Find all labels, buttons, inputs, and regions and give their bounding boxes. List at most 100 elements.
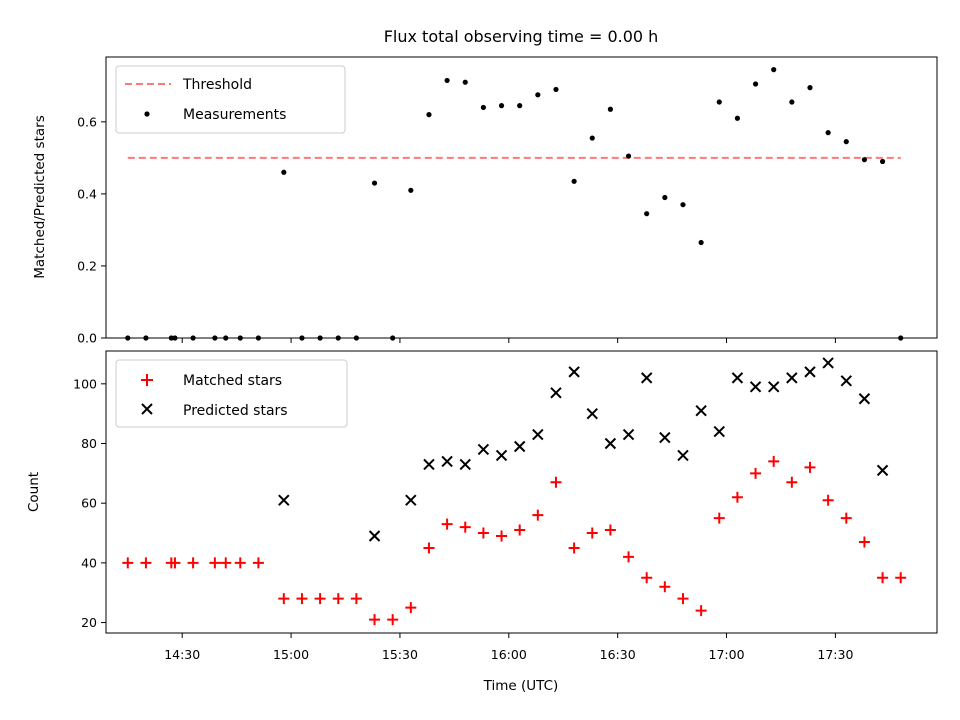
predicted-stars-point — [568, 366, 580, 378]
legend-matched-marker — [141, 374, 153, 386]
predicted-stars-point — [495, 449, 508, 462]
measurement-point — [807, 85, 813, 91]
matched-stars-point — [768, 455, 780, 467]
x-tick-label: 15:00 — [273, 647, 309, 662]
ratio-x-ticks — [181, 338, 836, 343]
matched-stars-point — [895, 572, 907, 584]
measurement-point — [680, 202, 686, 208]
count-y-tick-label: 40 — [81, 555, 97, 570]
ratio-y-axis: 0.0 0.2 0.4 0.6 — [77, 114, 106, 346]
measurement-point — [571, 178, 577, 184]
predicted-stars-point — [767, 381, 780, 393]
matched-stars-point — [405, 602, 417, 614]
ratio-y-tick-label: 0.6 — [77, 114, 97, 129]
matched-stars-point — [122, 557, 134, 569]
predicted-stars-point — [659, 431, 671, 444]
matched-stars-point — [496, 530, 508, 542]
measurement-point — [698, 239, 704, 246]
measurement-point — [825, 130, 831, 136]
matched-stars-point — [550, 476, 562, 488]
x-axis-label: Time (UTC) — [483, 678, 559, 694]
count-y-axis-label: Count — [26, 472, 42, 512]
measurement-point — [861, 157, 868, 163]
ratio-legend: Threshold Measurements — [115, 65, 346, 134]
legend-measurements-marker — [144, 111, 150, 117]
count-y-tick-label: 100 — [73, 376, 97, 391]
ratio-legend-box — [115, 65, 346, 134]
matched-stars-point — [713, 512, 725, 524]
legend-threshold-label: Threshold — [182, 77, 252, 93]
chart-title: Flux total observing time = 0.00 h — [384, 27, 659, 46]
legend-predicted-marker — [141, 403, 153, 415]
x-tick-label: 14:30 — [164, 647, 200, 662]
measurement-point — [462, 79, 468, 85]
matched-stars-point — [586, 527, 598, 539]
measurement-point — [734, 115, 741, 121]
matched-stars-point — [804, 461, 816, 473]
count-legend: Matched stars Predicted stars — [115, 359, 348, 428]
ratio-panel: 0.0 0.2 0.4 0.6 Matched/Predicted stars Thr… — [32, 56, 938, 346]
measurement-point — [879, 158, 886, 165]
predicted-stars-point — [713, 425, 725, 438]
predicted-stars-point — [278, 494, 290, 506]
ratio-y-tick-label: 0.4 — [77, 186, 97, 201]
x-tick-label: 17:00 — [709, 647, 745, 662]
matched-stars-point — [822, 494, 834, 506]
predicted-stars-point — [876, 464, 889, 477]
legend-predicted-label: Predicted stars — [183, 403, 288, 419]
matched-stars-point — [140, 557, 152, 569]
predicted-stars-point — [822, 357, 834, 369]
matched-stars-point — [677, 593, 689, 605]
count-y-axis: 20 40 60 80 100 — [73, 376, 106, 630]
measurement-point — [662, 194, 668, 201]
matched-stars-point — [220, 557, 232, 569]
matched-stars-point — [296, 593, 308, 605]
matched-stars-point — [877, 572, 889, 584]
predicted-stars-point — [550, 387, 562, 399]
matched-stars-point — [459, 521, 471, 533]
ratio-y-tick-label: 0.0 — [77, 331, 97, 346]
measurement-point — [843, 139, 849, 145]
matched-stars-point — [750, 467, 762, 479]
measurement-point — [535, 92, 541, 98]
matched-stars-point — [659, 581, 671, 593]
measurement-point — [371, 180, 378, 186]
matched-stars-point — [477, 527, 489, 539]
matched-stars-point — [423, 542, 435, 554]
count-y-tick-label: 80 — [81, 436, 97, 451]
matched-stars-point — [187, 557, 199, 569]
x-tick-label: 17:30 — [817, 647, 853, 662]
predicted-stars-point — [695, 404, 707, 417]
predicted-stars-point — [840, 375, 852, 387]
matched-stars-point — [568, 542, 580, 554]
predicted-stars-point — [749, 381, 762, 393]
ratio-marks — [125, 67, 904, 341]
matched-stars-point — [604, 524, 616, 536]
matched-stars-point — [332, 593, 344, 605]
ratio-y-axis-label: Matched/Predicted stars — [32, 115, 48, 278]
predicted-stars-point — [677, 449, 689, 462]
measurement-point — [480, 104, 486, 111]
x-tick-label: 16:30 — [600, 647, 636, 662]
matched-stars-point — [441, 518, 453, 530]
predicted-stars-point — [604, 437, 617, 450]
count-y-tick-label: 20 — [81, 615, 97, 630]
measurement-point — [789, 99, 795, 105]
measurement-point — [444, 77, 450, 84]
predicted-stars-point — [368, 530, 381, 542]
matched-stars-point — [387, 614, 399, 626]
count-marks — [122, 357, 907, 626]
legend-measurements-label: Measurements — [183, 107, 286, 123]
matched-stars-point — [314, 593, 326, 605]
measurement-point — [498, 103, 505, 109]
measurement-point — [752, 81, 759, 87]
matched-stars-point — [350, 593, 362, 605]
count-axes-frame — [105, 350, 938, 634]
predicted-stars-point — [532, 428, 544, 441]
measurement-point — [589, 135, 595, 141]
measurement-point — [281, 169, 287, 175]
measurement-point — [553, 86, 559, 93]
count-legend-box — [115, 359, 348, 428]
predicted-stars-point — [586, 407, 598, 420]
matched-stars-point — [278, 593, 290, 605]
